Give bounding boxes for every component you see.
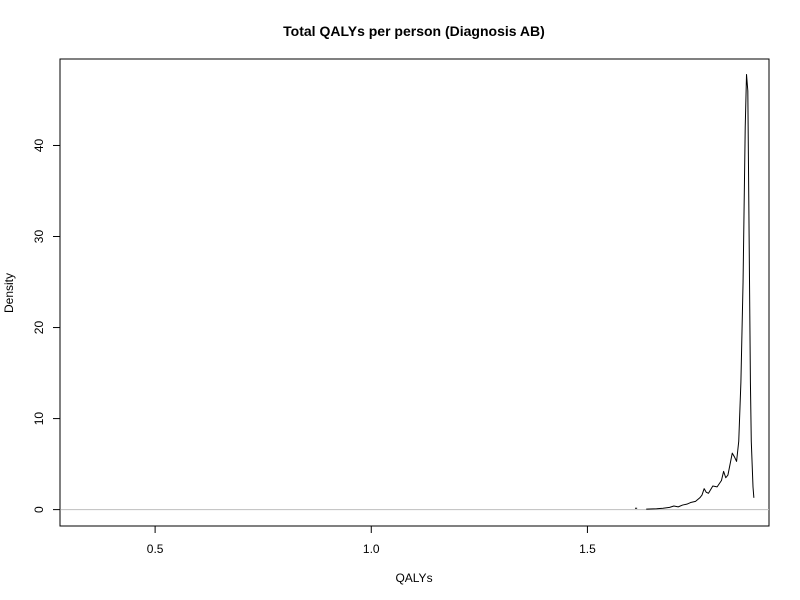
y-tick-label: 0 — [32, 506, 46, 513]
y-tick-label: 20 — [32, 321, 46, 335]
y-tick-label: 10 — [32, 412, 46, 426]
x-tick-label: 0.5 — [147, 542, 164, 556]
y-axis-label: Density — [2, 273, 16, 313]
x-tick-label: 1.5 — [579, 542, 596, 556]
series-group — [634, 73, 755, 510]
x-axis-label: QALYs — [395, 571, 432, 585]
y-tick-label: 30 — [32, 230, 46, 244]
y-tick-label: 40 — [32, 138, 46, 152]
chart-title: Total QALYs per person (Diagnosis AB) — [283, 23, 545, 39]
plot-box — [59, 58, 770, 527]
axes-group: 0.5 1.0 1.5 0 10 20 30 40 — [32, 138, 596, 556]
x-tick-label: 1.0 — [363, 542, 380, 556]
density-curve — [646, 73, 755, 510]
